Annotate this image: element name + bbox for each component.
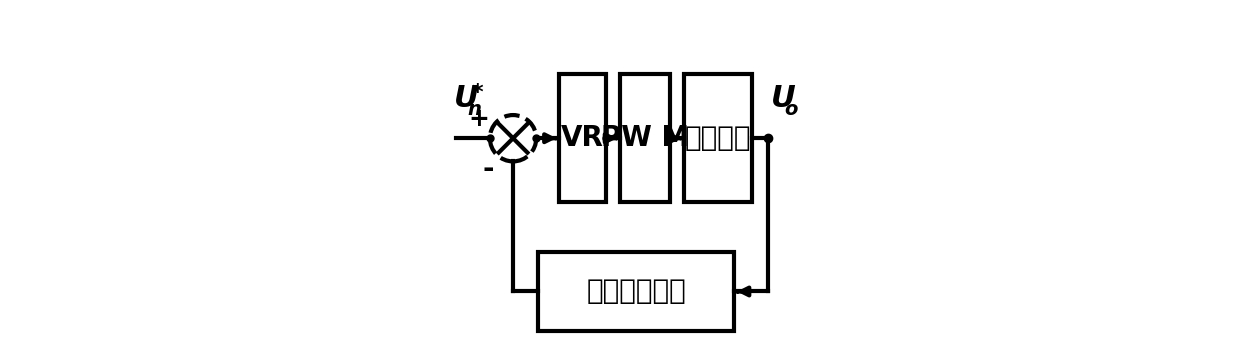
Text: +: + bbox=[469, 107, 490, 131]
FancyBboxPatch shape bbox=[538, 252, 734, 331]
FancyBboxPatch shape bbox=[620, 74, 670, 202]
FancyBboxPatch shape bbox=[684, 74, 751, 202]
FancyBboxPatch shape bbox=[559, 74, 606, 202]
Text: o: o bbox=[785, 100, 797, 119]
Text: -: - bbox=[482, 155, 494, 182]
Text: n: n bbox=[467, 100, 481, 119]
Text: 开关电路: 开关电路 bbox=[684, 124, 751, 152]
Text: U: U bbox=[454, 84, 479, 113]
Text: PW M: PW M bbox=[601, 124, 689, 152]
Text: U: U bbox=[771, 84, 796, 113]
Text: *: * bbox=[472, 83, 484, 102]
Text: VR: VR bbox=[562, 124, 604, 152]
Text: 电压反馈电路: 电压反馈电路 bbox=[587, 278, 686, 306]
